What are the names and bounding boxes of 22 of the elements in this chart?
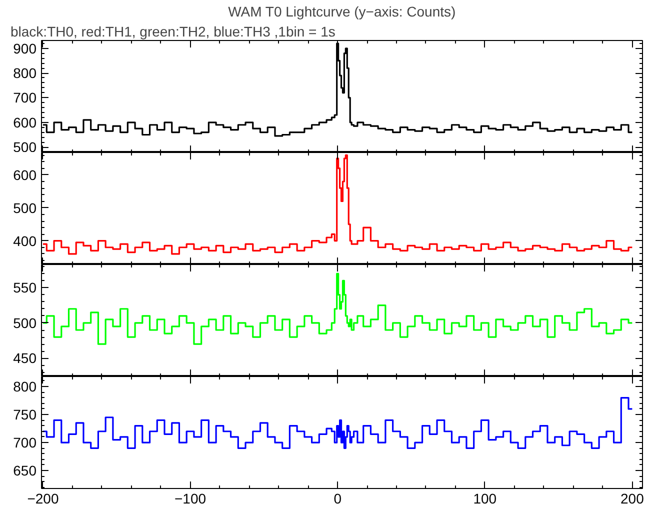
y-tick-label: 800 [13,65,37,82]
x-tick-label: 0 [334,490,342,506]
chart-title: WAM T0 Lightcurve (y−axis: Counts) [228,4,456,20]
x-tick-label: −200 [27,490,59,506]
y-tick-label: 700 [13,434,37,451]
x-tick-label: 100 [473,490,497,506]
y-tick-label: 550 [13,280,37,296]
x-tick-label: −100 [174,490,206,506]
x-tick-label: 200 [620,490,644,506]
y-tick-label: 500 [13,139,37,156]
y-tick-label: 500 [13,314,37,331]
y-tick-label: 600 [13,114,37,130]
y-tick-label: 450 [13,350,37,366]
y-tick-label: 400 [13,232,37,249]
y-tick-label: 900 [13,40,37,56]
y-tick-label: 650 [13,462,37,479]
y-tick-label: 500 [13,200,37,216]
y-tick-label: 750 [13,406,37,423]
chart-subtitle: black:TH0, red:TH1, green:TH2, blue:TH3 ,1bin = 1s [10,24,336,40]
y-tick-label: 800 [13,378,37,395]
y-tick-label: 700 [13,90,37,106]
y-tick-label: 600 [13,166,37,183]
